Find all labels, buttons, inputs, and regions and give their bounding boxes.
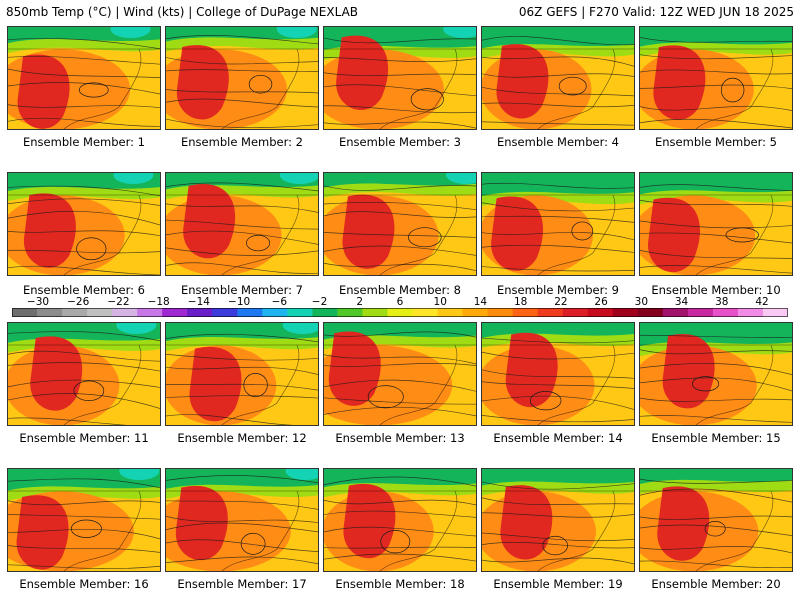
colorbar-tick-label: 18 (513, 296, 528, 308)
header: 850mb Temp (°C) | Wind (kts) | College o… (0, 0, 800, 24)
colorbar-segment (262, 308, 288, 317)
colorbar-segment (137, 308, 163, 317)
colorbar-segment (212, 308, 238, 317)
ensemble-map-panel (7, 322, 161, 426)
colorbar-segment (387, 308, 414, 317)
colorbar-segment (537, 308, 564, 317)
ensemble-member-label: Ensemble Member: 6 (23, 283, 145, 297)
colorbar-segment (662, 308, 689, 317)
colorbar-tick-label: −10 (228, 296, 251, 308)
colorbar-segment (287, 308, 313, 317)
colorbar-segment (37, 308, 63, 317)
ensemble-map-panel (639, 322, 793, 426)
ensemble-member-label: Ensemble Member: 19 (493, 577, 623, 591)
ensemble-member-label: Ensemble Member: 9 (497, 283, 619, 297)
ensemble-member-label: Ensemble Member: 5 (655, 135, 777, 149)
ensemble-map-panel (323, 26, 477, 130)
ensemble-member-label: Ensemble Member: 13 (335, 431, 465, 445)
colorbar-tick-label: 34 (674, 296, 689, 308)
colorbar-segment (587, 308, 614, 317)
ensemble-member-label: Ensemble Member: 14 (493, 431, 623, 445)
ensemble-member-label: Ensemble Member: 1 (23, 135, 145, 149)
ensemble-map-panel (323, 172, 477, 276)
colorbar-segment (512, 308, 539, 317)
colorbar-segment (62, 308, 88, 317)
ensemble-map-panel (481, 26, 635, 130)
colorbar-tick-label: −14 (187, 296, 210, 308)
ensemble-map-panel (7, 26, 161, 130)
ensemble-map-panel (165, 468, 319, 572)
colorbar-tick-label: −22 (107, 296, 130, 308)
colorbar-tick-label: 6 (396, 296, 404, 308)
ensemble-map-panel (7, 172, 161, 276)
colorbar-segment (462, 308, 489, 317)
colorbar-tick-label: 14 (473, 296, 488, 308)
ensemble-member-label: Ensemble Member: 16 (19, 577, 149, 591)
colorbar-tick-label: 10 (433, 296, 447, 308)
colorbar-tick-label: 2 (356, 296, 364, 308)
colorbar-tick-label: −18 (147, 296, 170, 308)
colorbar-segment (187, 308, 213, 317)
colorbar-tick-label: 42 (755, 296, 769, 308)
colorbar-tick-label: 30 (634, 296, 649, 308)
colorbar-segment (162, 308, 188, 317)
colorbar-segment (412, 308, 439, 317)
colorbar-segment (112, 308, 138, 317)
ensemble-member-label: Ensemble Member: 8 (339, 283, 461, 297)
ensemble-map-panel (165, 322, 319, 426)
colorbar-segment (312, 308, 338, 317)
colorbar-segment (762, 308, 788, 317)
ensemble-member-label: Ensemble Member: 7 (181, 283, 303, 297)
ensemble-map-panel (323, 322, 477, 426)
colorbar-tick-label: −2 (311, 296, 328, 308)
colorbar-segment (637, 308, 664, 317)
ensemble-map-panel (639, 172, 793, 276)
colorbar-segment (237, 308, 263, 317)
ensemble-member-label: Ensemble Member: 15 (651, 431, 781, 445)
ensemble-member-label: Ensemble Member: 4 (497, 135, 619, 149)
ensemble-member-label: Ensemble Member: 12 (177, 431, 307, 445)
colorbar-segment (87, 308, 113, 317)
ensemble-map-panel (165, 172, 319, 276)
ensemble-map-panel (481, 468, 635, 572)
ensemble-member-label: Ensemble Member: 17 (177, 577, 307, 591)
colorbar-segment (687, 308, 714, 317)
colorbar-tick-label: −26 (67, 296, 90, 308)
ensemble-member-label: Ensemble Member: 11 (19, 431, 149, 445)
colorbar-segment (562, 308, 589, 317)
colorbar-segment (437, 308, 464, 317)
temperature-colorbar: −30 −26 −22 −18 −14 −10 −6 −2 2 6 10 14 18 22 26 30 34 38… (0, 296, 800, 320)
colorbar-tick-label: −6 (271, 296, 288, 308)
colorbar-tick-label: 22 (554, 296, 568, 308)
colorbar-segment (337, 308, 363, 317)
ensemble-map-panel (7, 468, 161, 572)
product-title: 850mb Temp (°C) | Wind (kts) | College o… (6, 5, 359, 19)
colorbar-strip (12, 308, 788, 317)
ensemble-member-label: Ensemble Member: 10 (651, 283, 781, 297)
ensemble-map-panel (481, 172, 635, 276)
colorbar-tick-label: 38 (715, 296, 729, 308)
colorbar-tick-label: 26 (594, 296, 608, 308)
valid-time: 06Z GEFS | F270 Valid: 12Z WED JUN 18 20… (518, 5, 794, 19)
ensemble-map-panel (639, 26, 793, 130)
ensemble-map-panel (639, 468, 793, 572)
colorbar-segment (612, 308, 639, 317)
colorbar-segment (737, 308, 764, 317)
ensemble-member-label: Ensemble Member: 3 (339, 135, 461, 149)
ensemble-member-label: Ensemble Member: 2 (181, 135, 303, 149)
ensemble-member-label: Ensemble Member: 18 (335, 577, 465, 591)
ensemble-map-panel (165, 26, 319, 130)
colorbar-segment (487, 308, 514, 317)
ensemble-member-label: Ensemble Member: 20 (651, 577, 781, 591)
colorbar-segment (712, 308, 739, 317)
colorbar-tick-label: −30 (26, 296, 50, 308)
ensemble-map-panel (481, 322, 635, 426)
colorbar-segment (362, 308, 388, 317)
ensemble-map-panel (323, 468, 477, 572)
colorbar-segment (12, 308, 38, 317)
